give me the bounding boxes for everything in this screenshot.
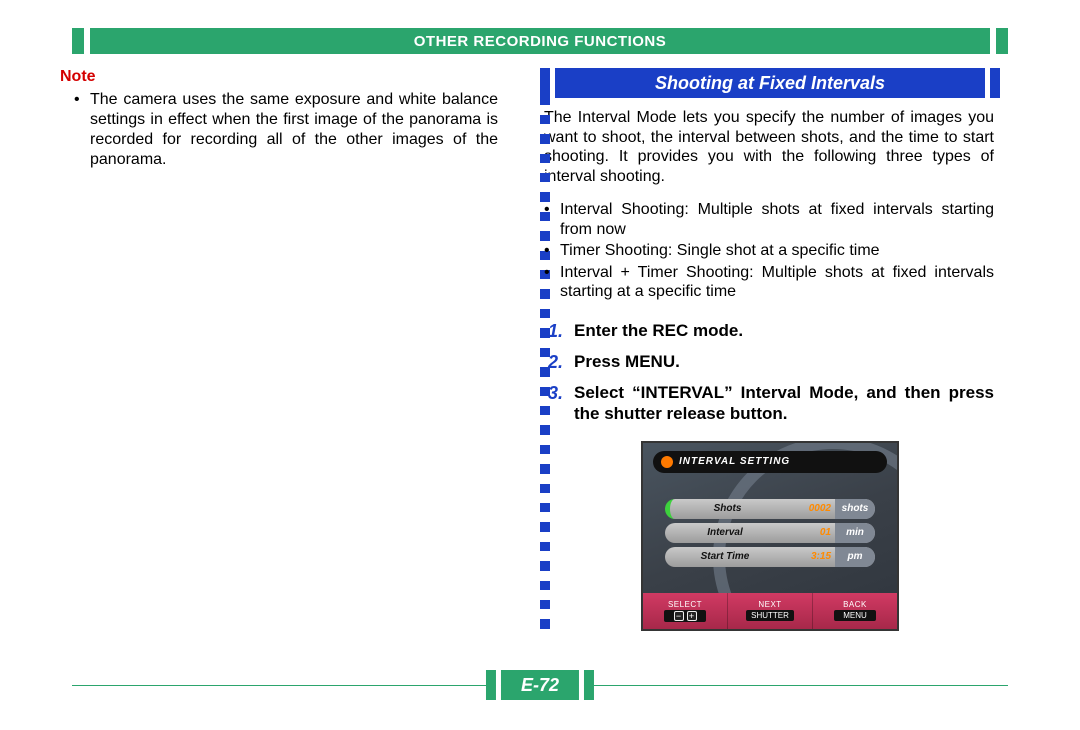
lcd-row-interval: Interval 01 min bbox=[665, 523, 875, 543]
lcd-foot-button: MENU bbox=[834, 610, 876, 621]
record-dot-icon bbox=[661, 456, 673, 468]
lcd-footer: SELECT −+ NEXT SHUTTER BACK MENU bbox=[643, 593, 897, 629]
lcd-foot-label: NEXT bbox=[758, 600, 781, 609]
step-item: 2. Press MENU. bbox=[548, 351, 994, 372]
intro-paragraph: The Interval Mode lets you specify the n… bbox=[544, 108, 994, 186]
steps-list: 1. Enter the REC mode. 2. Press MENU. 3. Se… bbox=[548, 320, 994, 425]
note-label: Note bbox=[60, 68, 508, 86]
section-title: Shooting at Fixed Intervals bbox=[655, 73, 885, 94]
lcd-foot-back: BACK MENU bbox=[813, 593, 897, 629]
step-number: 1. bbox=[548, 320, 563, 343]
header-bar: OTHER RECORDING FUNCTIONS bbox=[72, 28, 1008, 54]
page-number: E-72 bbox=[501, 670, 579, 700]
lcd-screenshot: INTERVAL SETTING Shots 0002 shots Interv… bbox=[641, 441, 899, 631]
lcd-foot-label: SELECT bbox=[668, 600, 702, 609]
lcd-title-text: INTERVAL SETTING bbox=[679, 456, 790, 467]
note-text: The camera uses the same exposure and wh… bbox=[90, 90, 498, 170]
step-number: 3. bbox=[548, 382, 563, 405]
lcd-foot-select: SELECT −+ bbox=[643, 593, 728, 629]
lcd-foot-button: SHUTTER bbox=[746, 610, 794, 621]
lcd-row-value: 3:15 bbox=[781, 551, 835, 562]
section-heading: Shooting at Fixed Intervals bbox=[540, 68, 1000, 98]
lcd-foot-label: BACK bbox=[843, 600, 867, 609]
lcd-row-label: Interval bbox=[665, 527, 781, 538]
lcd-row-value: 0002 bbox=[781, 503, 835, 514]
plus-icon: + bbox=[687, 611, 697, 621]
lcd-row-starttime: Start Time 3:15 pm bbox=[665, 547, 875, 567]
bullet-item: Interval + Timer Shooting: Multiple shot… bbox=[560, 263, 994, 302]
lcd-row-value: 01 bbox=[781, 527, 835, 538]
lcd-row-unit: pm bbox=[835, 547, 875, 567]
step-number: 2. bbox=[548, 351, 563, 374]
step-text: Press MENU. bbox=[574, 352, 680, 371]
lcd-row-unit: min bbox=[835, 523, 875, 543]
lcd-row-label: Shots bbox=[670, 503, 781, 514]
minus-icon: − bbox=[674, 611, 684, 621]
lcd-foot-next: NEXT SHUTTER bbox=[728, 593, 813, 629]
bullet-item: Timer Shooting: Single shot at a specifi… bbox=[560, 241, 994, 261]
page-footer: E-72 bbox=[48, 670, 1032, 700]
bullet-item: Interval Shooting: Multiple shots at fix… bbox=[560, 200, 994, 239]
bullet-list: Interval Shooting: Multiple shots at fix… bbox=[560, 200, 994, 302]
lcd-row-unit: shots bbox=[835, 499, 875, 519]
step-item: 3. Select “INTERVAL” Interval Mode, and t… bbox=[548, 382, 994, 425]
lcd-title-bar: INTERVAL SETTING bbox=[653, 451, 887, 473]
lcd-row-label: Start Time bbox=[665, 551, 781, 562]
step-text: Select “INTERVAL” Interval Mode, and the… bbox=[574, 383, 994, 423]
header-title: OTHER RECORDING FUNCTIONS bbox=[414, 33, 667, 50]
step-text: Enter the REC mode. bbox=[574, 321, 743, 340]
lcd-foot-plusminus: −+ bbox=[664, 610, 706, 622]
lcd-row-shots: Shots 0002 shots bbox=[665, 499, 875, 519]
step-item: 1. Enter the REC mode. bbox=[548, 320, 994, 341]
